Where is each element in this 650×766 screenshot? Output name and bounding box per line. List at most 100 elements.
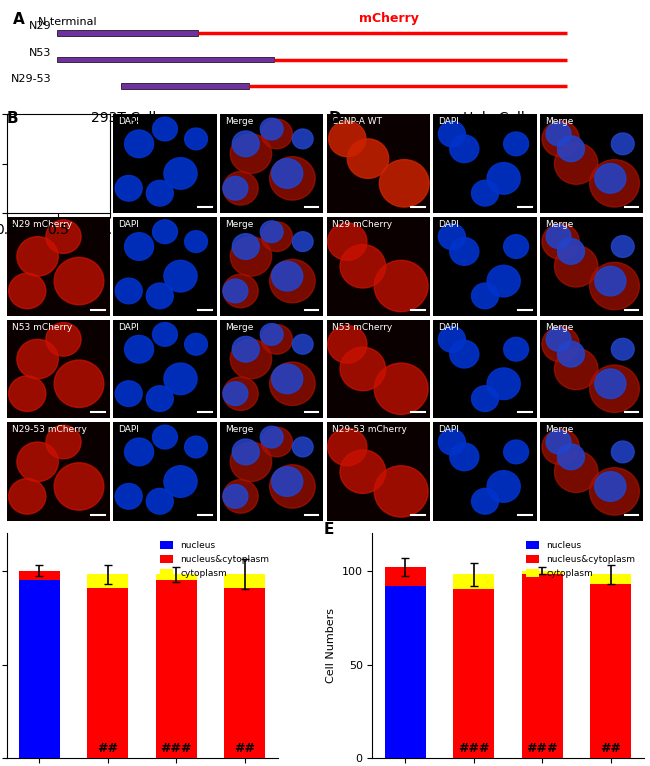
Text: N53 mCherry: N53 mCherry — [332, 322, 392, 332]
Circle shape — [595, 267, 626, 296]
FancyBboxPatch shape — [57, 31, 198, 36]
Circle shape — [8, 479, 46, 514]
Text: B: B — [6, 111, 18, 126]
Bar — [522, 571, 563, 574]
Text: mCherry: mCherry — [359, 12, 419, 25]
Circle shape — [54, 257, 104, 305]
Text: ##: ## — [98, 741, 118, 755]
Text: N29 mCherry: N29 mCherry — [332, 220, 392, 229]
Circle shape — [504, 234, 528, 258]
Circle shape — [115, 483, 142, 509]
Text: N29-53 mCherry: N29-53 mCherry — [12, 425, 86, 434]
Bar — [156, 574, 197, 580]
Circle shape — [292, 231, 313, 251]
Bar — [385, 567, 426, 586]
Text: DAPI: DAPI — [438, 425, 460, 434]
Circle shape — [146, 283, 174, 309]
Circle shape — [558, 239, 584, 264]
Circle shape — [471, 283, 499, 309]
Circle shape — [504, 440, 528, 463]
Circle shape — [554, 451, 598, 493]
Text: N terminal: N terminal — [38, 17, 97, 27]
Circle shape — [438, 224, 465, 250]
Circle shape — [164, 466, 197, 497]
Circle shape — [56, 157, 102, 200]
Circle shape — [450, 443, 479, 470]
Circle shape — [590, 159, 640, 207]
Bar — [453, 590, 494, 758]
Circle shape — [17, 442, 58, 482]
Circle shape — [230, 339, 272, 379]
Circle shape — [223, 176, 248, 200]
Text: DAPI: DAPI — [118, 220, 139, 229]
Circle shape — [19, 136, 56, 172]
Text: ###: ### — [526, 741, 558, 755]
Circle shape — [374, 260, 428, 312]
Circle shape — [438, 326, 465, 352]
Circle shape — [558, 444, 584, 470]
Circle shape — [260, 118, 283, 140]
Text: DAPI: DAPI — [118, 322, 139, 332]
Circle shape — [347, 139, 389, 178]
Circle shape — [185, 128, 207, 150]
Circle shape — [125, 336, 153, 363]
Text: D: D — [328, 111, 341, 126]
Circle shape — [223, 480, 258, 513]
Text: Merge: Merge — [225, 117, 254, 126]
Circle shape — [46, 425, 81, 459]
Circle shape — [328, 223, 367, 260]
Bar — [19, 580, 60, 758]
Circle shape — [232, 234, 259, 260]
Circle shape — [261, 119, 292, 149]
Circle shape — [504, 132, 528, 155]
Circle shape — [450, 237, 479, 265]
Circle shape — [374, 466, 428, 517]
Text: 293T Cell: 293T Cell — [91, 111, 156, 125]
FancyBboxPatch shape — [121, 83, 248, 89]
Circle shape — [115, 175, 142, 201]
Circle shape — [223, 172, 258, 205]
Circle shape — [546, 224, 571, 248]
Text: CENP-A WT: CENP-A WT — [12, 117, 62, 126]
Circle shape — [270, 362, 315, 405]
Text: DAPI: DAPI — [438, 117, 460, 126]
Circle shape — [8, 376, 46, 411]
Circle shape — [223, 484, 248, 508]
Circle shape — [125, 233, 153, 260]
Circle shape — [10, 172, 44, 204]
Circle shape — [146, 386, 174, 411]
Circle shape — [223, 377, 258, 411]
Bar — [87, 588, 128, 758]
Text: N53: N53 — [29, 47, 51, 57]
Circle shape — [164, 158, 197, 189]
Text: N29: N29 — [29, 21, 51, 31]
Circle shape — [590, 262, 640, 309]
Circle shape — [125, 130, 153, 158]
Circle shape — [374, 363, 428, 414]
Circle shape — [146, 489, 174, 514]
Circle shape — [471, 180, 499, 206]
Circle shape — [554, 246, 598, 287]
Y-axis label: Cell Numbers: Cell Numbers — [326, 608, 336, 683]
Circle shape — [438, 429, 465, 455]
Text: DAPI: DAPI — [118, 117, 139, 126]
Circle shape — [153, 220, 177, 244]
Circle shape — [438, 121, 465, 147]
Circle shape — [272, 364, 303, 394]
Circle shape — [542, 429, 579, 465]
Circle shape — [272, 466, 303, 496]
Text: N53 mCherry: N53 mCherry — [12, 322, 72, 332]
Circle shape — [542, 326, 579, 362]
Circle shape — [260, 221, 283, 243]
Circle shape — [164, 260, 197, 292]
Circle shape — [612, 441, 634, 463]
Circle shape — [328, 428, 367, 466]
Circle shape — [230, 237, 272, 277]
Text: ##: ## — [234, 741, 255, 755]
Text: ###: ### — [161, 741, 192, 755]
Circle shape — [292, 437, 313, 457]
Circle shape — [272, 261, 303, 291]
Bar — [453, 574, 494, 590]
Text: Merge: Merge — [545, 322, 573, 332]
Circle shape — [487, 470, 520, 502]
